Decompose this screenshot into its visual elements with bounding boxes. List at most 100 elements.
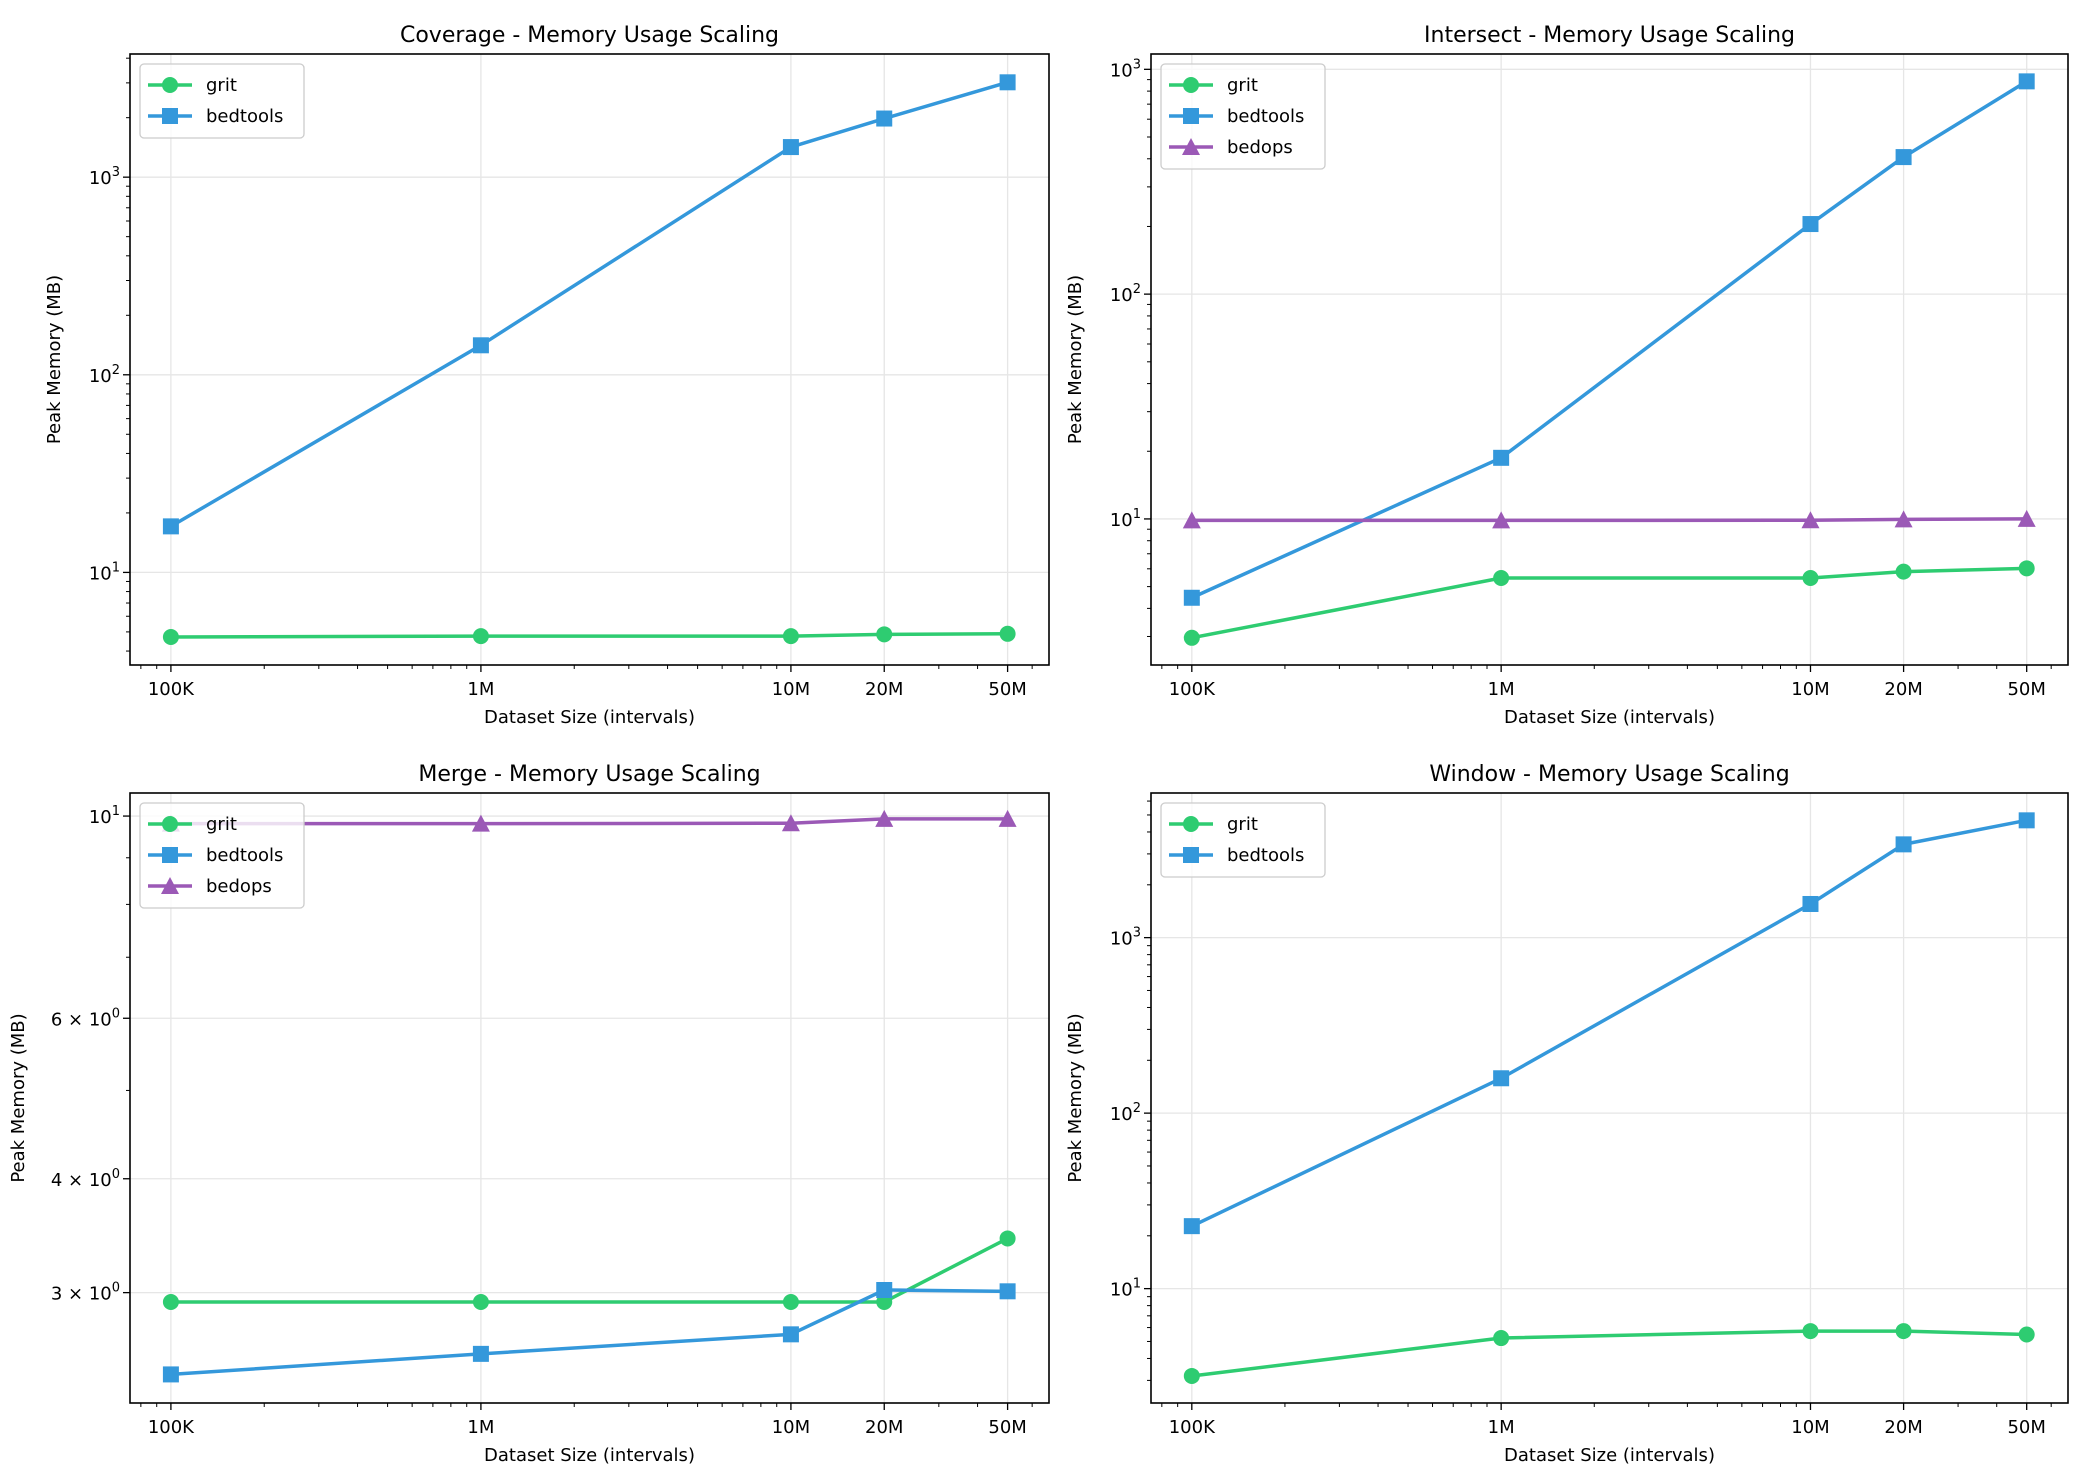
series-grit (162, 625, 1016, 646)
legend-label-bedtools: bedtools (1227, 106, 1304, 127)
data-point-grit (2018, 1326, 2035, 1343)
legend-marker-bedtools (162, 847, 178, 863)
y-tick-mantissa: 3 × (51, 1284, 89, 1305)
data-point-bedtools (876, 110, 893, 127)
data-point-bedops (1894, 510, 1913, 528)
data-point-grit (1895, 1323, 1912, 1340)
y-tick-label: 103 (89, 165, 120, 189)
y-tick-base: 10 (89, 366, 112, 387)
x-axis-label: Dataset Size (intervals) (484, 1445, 695, 1466)
data-point-grit (1493, 1330, 1510, 1347)
y-tick-base: 10 (89, 807, 112, 828)
data-point-bedtools (472, 337, 489, 354)
data-point-bedtools (782, 139, 799, 156)
data-point-grit (1183, 629, 1200, 646)
subplot-title: Coverage - Memory Usage Scaling (400, 23, 779, 48)
subplot-title: Merge - Memory Usage Scaling (418, 762, 760, 787)
legend-marker-grit (1183, 816, 1199, 832)
data-point-bedtools (2018, 812, 2035, 829)
y-tick-exponent: 1 (1133, 507, 1141, 522)
series-grit (1183, 560, 2035, 646)
y-tick-base: 10 (1110, 1104, 1133, 1125)
x-tick-label: 20M (1884, 679, 1922, 700)
y-tick-exponent: 3 (1133, 57, 1141, 72)
legend-box (139, 63, 305, 139)
data-point-bedtools (1895, 149, 1912, 166)
x-tick-label: 10M (772, 679, 810, 700)
series-bedtools (162, 74, 1016, 535)
y-tick-label: 101 (1110, 1277, 1141, 1301)
y-tick-exponent: 2 (112, 363, 120, 378)
data-point-bedtools (876, 1282, 893, 1299)
legend-box (1160, 63, 1326, 170)
data-point-grit (1183, 1367, 1200, 1384)
data-point-bedops (1801, 511, 1820, 529)
y-tick-label: 103 (1110, 926, 1141, 950)
data-point-bedtools (2018, 73, 2035, 90)
y-tick-base: 10 (1110, 60, 1133, 81)
y-tick-mantissa: 6 × (51, 1009, 89, 1030)
legend-marker-bedtools (1183, 847, 1199, 863)
x-axis-label: Dataset Size (intervals) (484, 707, 695, 728)
x-tick-label: 50M (988, 679, 1026, 700)
y-tick-label: 101 (89, 560, 120, 584)
series-line-bedtools (1191, 818, 2028, 1228)
series-bedtools (1183, 73, 2035, 606)
y-tick-exponent: 0 (112, 1006, 120, 1021)
axes-frame (1150, 53, 2069, 666)
y-tick-label: 101 (1110, 507, 1141, 531)
data-point-grit (876, 626, 893, 643)
legend: grit bedtools (1160, 802, 1326, 878)
data-point-grit (782, 628, 799, 645)
axes-frame (1150, 792, 2069, 1404)
legend-marker-bedtools (1183, 108, 1199, 124)
y-tick-base: 10 (1110, 285, 1133, 306)
y-tick-exponent: 2 (1133, 1101, 1141, 1116)
y-tick-label: 102 (89, 363, 120, 387)
y-tick-label: 6 × 100 (51, 1006, 120, 1030)
legend-label-bedops: bedops (206, 876, 272, 897)
y-tick-label: 4 × 100 (51, 1167, 120, 1191)
legend-marker-grit (1183, 77, 1199, 93)
x-tick-label: 20M (1884, 1417, 1922, 1438)
y-tick-base: 10 (89, 1009, 112, 1030)
data-point-bedtools (999, 74, 1016, 91)
x-tick-label: 10M (1791, 1417, 1829, 1438)
data-point-bedops (471, 814, 490, 832)
y-tick-label: 3 × 100 (51, 1281, 120, 1305)
legend-marker-grit (162, 77, 178, 93)
data-point-grit (782, 1293, 799, 1310)
data-point-bedops (875, 809, 894, 827)
y-tick-label: 102 (1110, 1101, 1141, 1125)
legend: grit bedtools (139, 63, 305, 139)
legend-label-bedtools: bedtools (206, 845, 283, 866)
data-point-bedtools (999, 1283, 1016, 1300)
data-point-bedtools (1183, 1218, 1200, 1235)
y-tick-exponent: 3 (1133, 926, 1141, 941)
legend: grit bedtools bedops (1160, 63, 1326, 170)
y-tick-label: 103 (1110, 57, 1141, 81)
legend-label-grit: grit (1227, 814, 1258, 835)
data-point-grit (1895, 563, 1912, 580)
series-bedtools (162, 1282, 1016, 1383)
series-bedtools (1183, 812, 2035, 1235)
data-point-bedops (1182, 511, 1201, 529)
legend-label-grit: grit (206, 814, 237, 835)
y-tick-label: 101 (89, 804, 120, 828)
y-tick-exponent: 0 (112, 1281, 120, 1296)
x-tick-label: 10M (1791, 679, 1829, 700)
data-point-bedtools (472, 1345, 489, 1362)
y-tick-base: 10 (89, 168, 112, 189)
data-point-bedtools (1493, 1070, 1510, 1087)
x-axis-label: Dataset Size (intervals) (1504, 707, 1715, 728)
subplot-title: Window - Memory Usage Scaling (1429, 762, 1789, 787)
x-tick-label: 1M (1488, 679, 1515, 700)
data-point-grit (1493, 570, 1510, 587)
x-tick-label: 20M (865, 1417, 903, 1438)
legend-label-bedtools: bedtools (206, 106, 283, 127)
legend-label-bedops: bedops (1227, 137, 1293, 158)
